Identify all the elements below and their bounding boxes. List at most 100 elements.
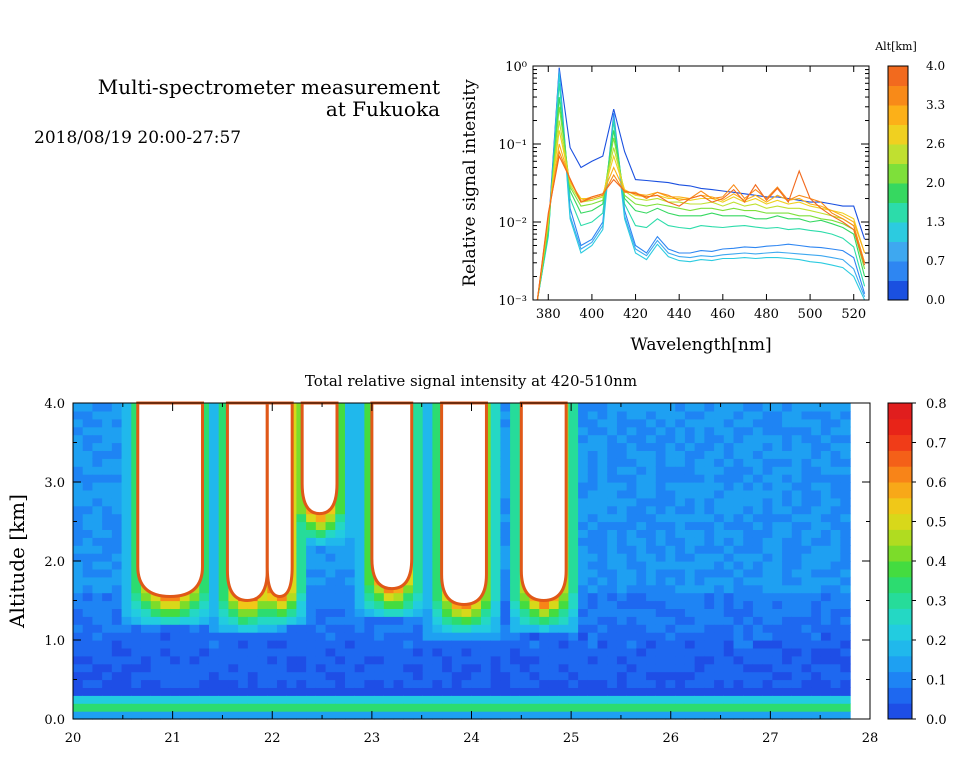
heatmap-cell <box>335 553 346 562</box>
heatmap-cell <box>762 418 773 428</box>
heatmap-cell <box>510 647 521 657</box>
heatmap-cell <box>626 410 637 420</box>
heatmap-cell <box>315 545 327 554</box>
heatmap-cell <box>131 592 142 602</box>
heatmap-cell <box>403 655 414 665</box>
heatmap-cell <box>840 561 851 570</box>
heatmap-cell <box>714 513 725 523</box>
heatmap-cell <box>694 537 705 546</box>
heatmap-cell <box>704 576 715 586</box>
heatmap-cell <box>412 545 424 554</box>
heatmap-cell <box>412 640 424 649</box>
heatmap-cell <box>548 608 560 617</box>
heatmap-cell <box>675 545 686 554</box>
heatmap-cell <box>782 703 793 712</box>
heatmap-cell <box>714 632 725 641</box>
heatmap-cell <box>208 695 220 704</box>
heatmap-cell <box>548 655 560 665</box>
heatmap-cell <box>616 687 628 696</box>
heatmap-cell <box>578 703 589 712</box>
heatmap-cell <box>558 711 569 720</box>
heatmap-cell <box>665 474 676 483</box>
heatmap-cell <box>587 687 599 696</box>
heatmap-cell <box>111 545 123 554</box>
heatmap-cell <box>694 616 705 625</box>
heatmap-cell <box>743 410 754 420</box>
heatmap-cell <box>170 703 181 712</box>
heatmap-cell <box>820 600 832 609</box>
heatmap-cell <box>315 576 327 586</box>
heatmap-cell <box>238 624 249 633</box>
heatmap-cell <box>772 679 783 688</box>
heatmap-cell <box>655 647 667 657</box>
intensity-colorbar-swatch-7 <box>888 592 912 609</box>
heatmap-cell <box>772 442 783 451</box>
heatmap-cell <box>131 711 142 720</box>
heatmap-cell <box>578 410 589 420</box>
heatmap-cell <box>374 679 385 688</box>
heatmap-cell <box>626 466 637 475</box>
heatmap-cell <box>257 624 268 633</box>
spectrum-ytick-label-0: 10⁰ <box>505 60 527 75</box>
heatmap-cell <box>500 576 511 586</box>
heatmap-cell <box>714 403 725 412</box>
heatmap-cell <box>228 624 239 633</box>
heatmap-cell <box>412 450 424 459</box>
heatmap-cell <box>733 497 744 507</box>
heatmap-cell <box>607 426 618 436</box>
heatmap-cell <box>626 418 637 428</box>
heatmap-cell <box>597 695 608 704</box>
heatmap-cell <box>364 568 375 578</box>
heatmap-cell <box>762 466 773 475</box>
heatmap-cell <box>102 545 113 554</box>
heatmap-cell <box>276 632 288 641</box>
heatmap-cell <box>820 418 832 428</box>
heatmap-cell <box>286 592 298 602</box>
heatmap-cell <box>102 458 113 467</box>
heatmap-cell <box>286 632 298 641</box>
heatmap-cell <box>218 687 230 696</box>
heatmap-cell <box>276 703 288 712</box>
heatmap-cell <box>102 679 113 688</box>
heatmap-cell <box>111 410 123 420</box>
heatmap-cell <box>374 671 385 681</box>
heatmap-cell <box>733 426 744 436</box>
heatmap-cell <box>296 695 307 704</box>
heatmap-cell <box>208 711 220 720</box>
heatmap-cell <box>694 489 705 499</box>
heatmap-cell <box>733 671 744 681</box>
heatmap-cell <box>704 545 715 554</box>
heatmap-cell <box>762 489 773 499</box>
heatmap-cell <box>616 663 628 673</box>
heatmap-cell <box>199 584 210 594</box>
heatmap-cell <box>296 505 307 515</box>
heatmap-cell <box>704 426 715 436</box>
heatmap-cell <box>607 482 618 491</box>
heatmap-cell <box>393 711 404 720</box>
heatmap-cell <box>723 671 735 681</box>
heatmap-cell <box>306 671 317 681</box>
heatmap-cell <box>296 711 307 720</box>
spectrum-line-11 <box>536 154 866 301</box>
heatmap-cell <box>92 568 103 578</box>
heatmap-cell <box>247 647 259 657</box>
heatmap-cell <box>121 545 132 554</box>
heatmap-cell <box>73 632 84 641</box>
heatmap-cell <box>510 537 521 546</box>
heatmap-cell <box>199 545 210 554</box>
heatmap-cell <box>500 426 511 436</box>
heatmap-cell <box>558 655 569 665</box>
heatmap-cell <box>228 695 239 704</box>
heatmap-cell <box>597 521 608 530</box>
heatmap-cell <box>199 655 210 665</box>
heatmap-cell <box>364 489 375 499</box>
heatmap-cell <box>510 497 521 507</box>
heatmap-cell <box>811 647 822 657</box>
heatmap-cell <box>782 616 793 625</box>
heatmap-cell <box>354 434 365 444</box>
heatmap-cell <box>238 647 249 657</box>
heatmap-cell <box>325 568 336 578</box>
heatmap-cell <box>636 695 647 704</box>
heatmap-cell <box>578 529 589 538</box>
heatmap-cell <box>344 703 356 712</box>
